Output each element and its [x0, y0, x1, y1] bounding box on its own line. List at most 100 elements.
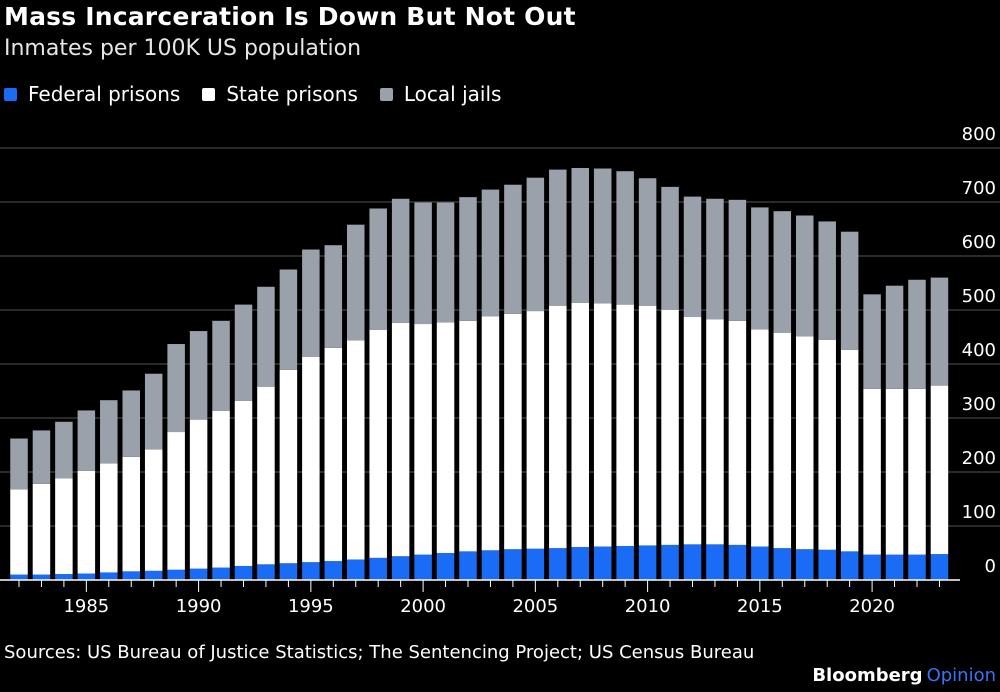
- bar-federal: [908, 554, 926, 580]
- bar-state: [302, 356, 320, 563]
- bar-state: [100, 463, 118, 573]
- legend-swatch-state: [202, 87, 216, 101]
- bar-local: [638, 178, 657, 306]
- y-tick-label: 500: [962, 286, 996, 307]
- x-tick-label: 1990: [176, 596, 222, 617]
- bar-local: [481, 189, 500, 317]
- bar-federal: [77, 573, 96, 580]
- bar-federal: [279, 563, 298, 580]
- bar-local: [773, 211, 792, 333]
- bar-state: [279, 369, 298, 564]
- bar-local: [414, 202, 432, 325]
- bar-local: [234, 304, 253, 401]
- bar-local: [167, 344, 185, 433]
- chart-title: Mass Incarceration Is Down But Not Out: [4, 2, 576, 31]
- bar-federal: [436, 553, 455, 580]
- bar-local: [885, 285, 904, 389]
- bar-local: [302, 249, 320, 357]
- legend-item-federal: Federal prisons: [4, 82, 180, 106]
- y-tick-label: 300: [962, 394, 996, 415]
- y-axis-ticks: 0 100 200 300 400 500 600 700 800: [962, 124, 996, 577]
- legend-swatch-federal: [4, 87, 17, 101]
- bar-state: [369, 329, 387, 558]
- y-tick-label: 0: [985, 556, 996, 577]
- bar-federal: [32, 574, 51, 580]
- bar-federal: [212, 567, 230, 580]
- bar-federal: [728, 544, 747, 580]
- bar-local: [818, 221, 836, 340]
- bar-state: [930, 385, 949, 555]
- x-tick-label: 1985: [63, 596, 109, 617]
- y-tick-label: 400: [962, 340, 996, 361]
- bar-state: [908, 388, 926, 555]
- bar-state: [593, 303, 612, 547]
- bar-federal: [571, 547, 589, 580]
- bar-state: [751, 329, 769, 547]
- bar-federal: [481, 550, 500, 580]
- bar-local: [10, 438, 28, 490]
- bar-local: [616, 171, 634, 305]
- x-tick-label: 2005: [512, 596, 558, 617]
- bar-state: [122, 456, 140, 572]
- bar-local: [526, 177, 545, 312]
- bar-local: [571, 167, 589, 303]
- chart-subtitle: Inmates per 100K US population: [4, 36, 362, 61]
- bar-federal: [302, 562, 320, 580]
- bar-state: [257, 386, 275, 565]
- bar-state: [347, 340, 365, 560]
- bar-local: [728, 199, 747, 321]
- bar-local: [459, 197, 477, 321]
- bar-federal: [391, 556, 410, 580]
- bar-federal: [459, 551, 477, 580]
- bar-state: [189, 419, 208, 569]
- bar-federal: [840, 551, 859, 580]
- y-tick-label: 200: [962, 448, 996, 469]
- bar-federal: [751, 546, 769, 580]
- bar-federal: [885, 554, 904, 580]
- bar-local: [189, 331, 208, 420]
- bar-federal: [638, 545, 657, 580]
- bar-federal: [369, 557, 387, 580]
- bar-local: [683, 196, 702, 318]
- bar-state: [324, 347, 343, 562]
- bar-state: [459, 320, 477, 552]
- bar-state: [661, 310, 679, 545]
- bar-local: [436, 202, 455, 323]
- legend-label-state: State prisons: [226, 82, 358, 106]
- bar-federal: [616, 545, 634, 580]
- bar-local: [840, 231, 859, 350]
- bar-local: [257, 286, 275, 387]
- bar-federal: [189, 568, 208, 580]
- bar-local: [930, 277, 949, 386]
- bar-state: [683, 317, 702, 545]
- bar-federal: [504, 549, 522, 580]
- brand-accent: Opinion: [926, 665, 996, 686]
- legend-label-federal: Federal prisons: [28, 82, 181, 106]
- bar-state: [212, 410, 230, 568]
- bar-state: [55, 478, 73, 575]
- bar-federal: [234, 565, 253, 580]
- bar-local: [796, 215, 814, 337]
- bar-federal: [773, 548, 792, 580]
- bar-state: [526, 311, 545, 549]
- bar-federal: [324, 561, 343, 580]
- bar-state: [144, 449, 163, 571]
- bar-local: [369, 208, 387, 330]
- source-note: Sources: US Bureau of Justice Statistics…: [4, 642, 755, 663]
- legend-item-state: State prisons: [202, 82, 358, 106]
- bar-local: [661, 186, 679, 310]
- bar-state: [840, 349, 859, 552]
- bar-state: [167, 432, 185, 570]
- bar-local: [77, 410, 96, 471]
- bar-state: [10, 489, 28, 575]
- bar-state: [773, 332, 792, 549]
- brand-logo: Bloomberg Opinion: [812, 665, 996, 686]
- bar-local: [391, 198, 410, 323]
- bar-federal: [526, 548, 545, 580]
- bar-federal: [661, 544, 679, 580]
- bar-federal: [930, 554, 949, 580]
- bar-federal: [549, 548, 567, 580]
- bar-state: [32, 483, 51, 575]
- bar-federal: [863, 554, 881, 580]
